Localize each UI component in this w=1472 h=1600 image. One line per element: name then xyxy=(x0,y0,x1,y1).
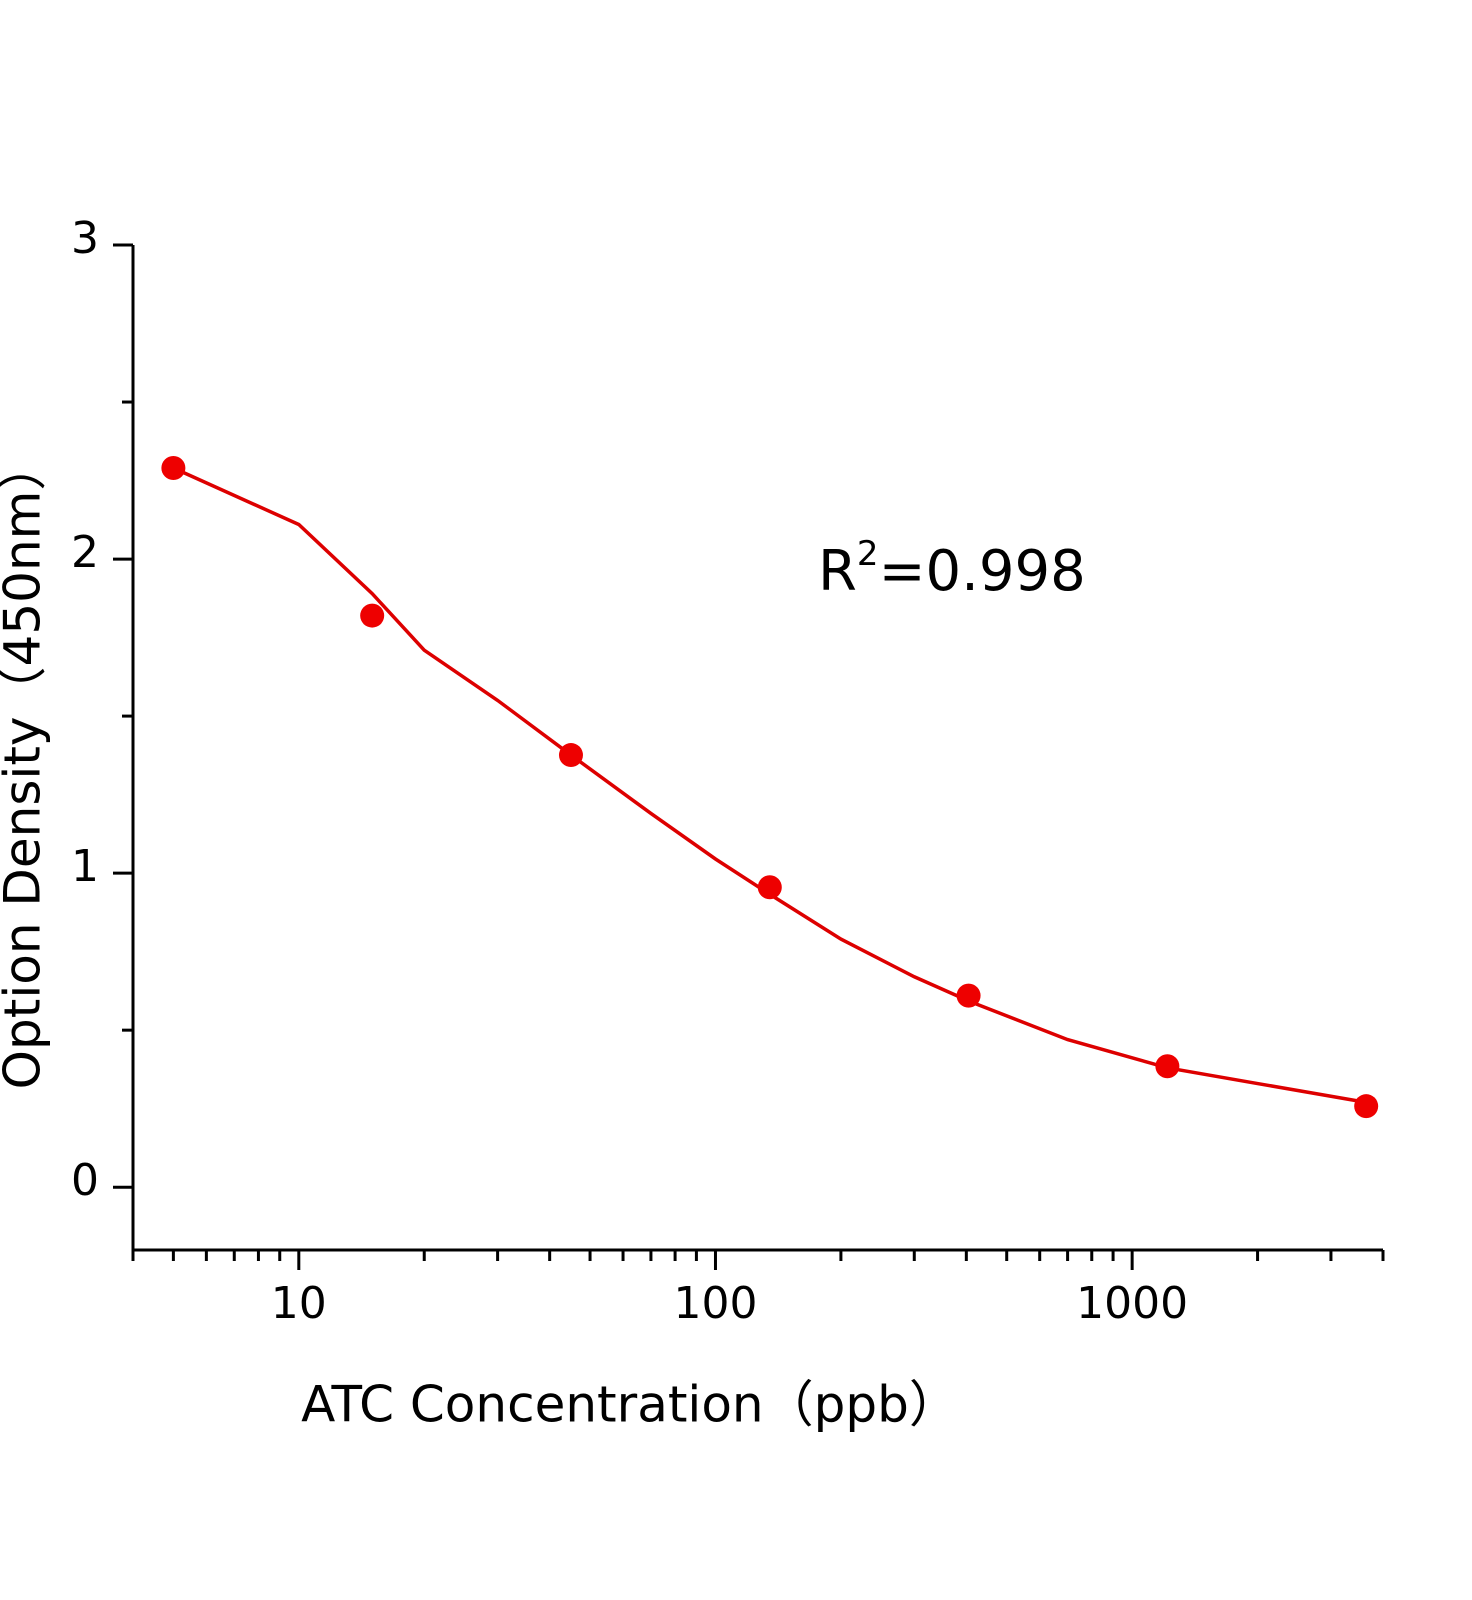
annotation-text: R xyxy=(818,539,857,604)
y-tick-label: 1 xyxy=(71,841,99,892)
y-tick-label: 3 xyxy=(71,213,99,264)
x-tick-label: 100 xyxy=(673,1278,757,1329)
data-point xyxy=(558,743,583,768)
y-axis-title: Option Density（450nm） xyxy=(0,441,52,1090)
data-point xyxy=(360,603,385,628)
data-point xyxy=(1155,1054,1180,1079)
y-tick-label: 0 xyxy=(71,1155,99,1206)
annotation-superscript: 2 xyxy=(857,534,879,574)
data-point xyxy=(1354,1094,1379,1119)
data-point xyxy=(161,455,186,480)
x-tick-label: 1000 xyxy=(1076,1278,1188,1329)
fit-curve xyxy=(172,466,1367,1105)
x-tick-label: 10 xyxy=(271,1278,327,1329)
data-point xyxy=(956,983,981,1008)
y-tick-label: 2 xyxy=(71,527,99,578)
annotation-text: =0.998 xyxy=(879,539,1086,604)
x-axis-title: ATC Concentration（ppb） xyxy=(301,1376,959,1434)
annotation: R2=0.998 xyxy=(818,534,1086,605)
data-point xyxy=(757,875,782,900)
